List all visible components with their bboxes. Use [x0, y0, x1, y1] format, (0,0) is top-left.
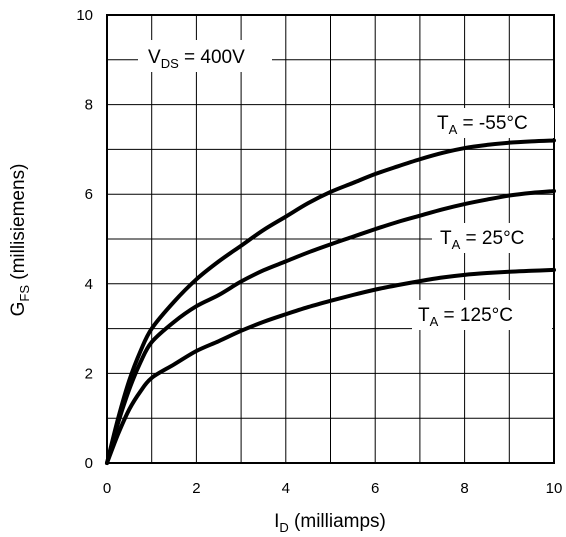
x-axis-label-sub: D: [279, 520, 288, 535]
x-tick-label: 10: [546, 480, 563, 497]
y-tick-label: 10: [76, 7, 93, 24]
series-label-125-rest: = 125°C: [438, 305, 513, 326]
y-axis-label: GFS (millisiemens): [8, 164, 32, 317]
series-label-25-sub: A: [452, 237, 461, 252]
x-axis-label-main: I: [274, 511, 279, 532]
vds-annotation-sub: DS: [161, 56, 179, 71]
series-label-background: [432, 223, 552, 253]
series-label-minus55-main: T: [437, 113, 449, 134]
vds-annotation-main: V: [148, 47, 161, 68]
series-label-background: [412, 300, 552, 330]
x-axis-label-rest: (milliamps): [289, 511, 386, 532]
y-tick-label: 0: [85, 455, 93, 472]
series-label-125: TA = 125°C: [418, 305, 513, 329]
series-line-25: [105, 189, 556, 465]
y-axis-label-sub: FS: [17, 285, 32, 302]
vds-annotation: VDS = 400V: [148, 47, 245, 71]
series-lines: [105, 138, 556, 465]
annotation-background: [138, 40, 272, 72]
x-tick-label: 8: [460, 480, 468, 497]
series-label-125-sub: A: [430, 314, 439, 329]
series-label-minus55-sub: A: [449, 122, 458, 137]
y-tick-label: 2: [85, 365, 93, 382]
series-label-minus55-rest: = -55°C: [457, 113, 527, 134]
y-tick-labels: 0 2 4 6 8 10: [76, 7, 93, 472]
y-tick-label: 8: [85, 97, 93, 114]
y-tick-label: 6: [85, 186, 93, 203]
y-axis-label-rest: (millisiemens): [8, 164, 29, 285]
series-line-125: [105, 267, 556, 465]
series-line-minus55: [105, 138, 556, 465]
series-label-minus55: TA = -55°C: [437, 113, 528, 137]
x-tick-label: 0: [103, 480, 111, 497]
x-tick-label: 2: [192, 480, 200, 497]
plot-frame: [106, 14, 555, 464]
y-axis-label-main: G: [8, 302, 29, 317]
series-label-25: TA = 25°C: [440, 228, 524, 252]
y-tick-label: 4: [85, 276, 93, 293]
series-label-25-main: T: [440, 228, 452, 249]
x-tick-label: 6: [371, 480, 379, 497]
vds-annotation-rest: = 400V: [179, 47, 245, 68]
series-label-125-main: T: [418, 305, 430, 326]
series-label-25-rest: = 25°C: [460, 228, 524, 249]
x-tick-labels: 0 2 4 6 8 10: [103, 480, 563, 497]
series-label-background: [432, 108, 554, 138]
x-tick-label: 4: [282, 480, 290, 497]
x-axis-label: ID (milliamps): [274, 511, 386, 535]
